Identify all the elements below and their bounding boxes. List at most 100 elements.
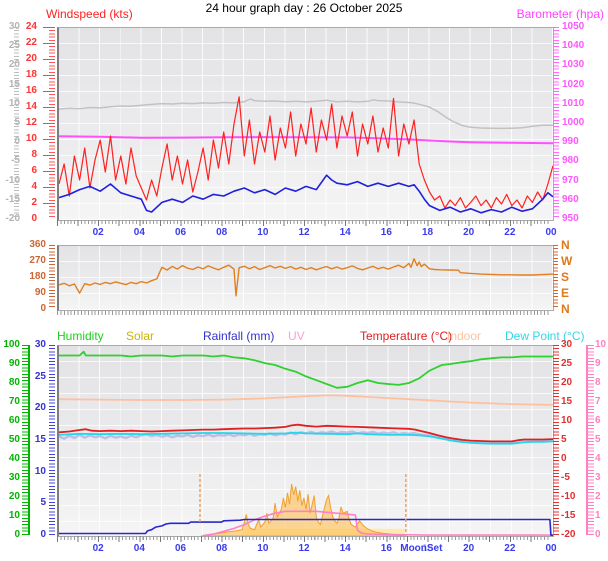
axis-tick-label: 100 xyxy=(3,339,20,350)
axis-tick-label: 8 xyxy=(595,377,601,388)
wind-direction-axis-ticks xyxy=(49,245,55,309)
series-dew-point xyxy=(59,431,553,445)
x-axis-hour-label: 14 xyxy=(339,543,351,554)
axis-tick-label: 360 xyxy=(29,239,46,250)
axis-tick-label: 20 xyxy=(34,402,46,414)
climate-chart xyxy=(57,345,554,537)
x-axis-hour-label: 18 xyxy=(421,227,434,238)
axis-tick-label: 0 xyxy=(40,528,46,540)
axis-tick-label: 60 xyxy=(8,415,20,426)
axis-tick-label: S xyxy=(561,270,570,284)
uv-axis-labels: 10 9 8 7 6 5 4 3 2 1 0 xyxy=(595,340,607,540)
series-uv xyxy=(202,510,553,536)
axis-tick-label: 1000 xyxy=(562,116,585,128)
series-pressure-gray-line xyxy=(59,98,553,130)
x-axis-hour-label: 16 xyxy=(380,543,392,554)
x-axis-hour-label: 12 xyxy=(298,227,310,238)
wind-direction-chart xyxy=(57,245,554,311)
rain-axis-labels: 30 25 20 15 10 5 0 xyxy=(30,340,46,540)
axis-tick-label: 980 xyxy=(562,155,579,167)
axis-tick-label: 18 xyxy=(25,69,37,80)
axis-tick-label: 25 xyxy=(34,370,46,382)
axis-tick-label: 1010 xyxy=(562,97,585,109)
axis-tick-label: 30 xyxy=(561,339,573,350)
axis-tick-label: 10 xyxy=(25,133,37,144)
axis-tick-label: 0 xyxy=(40,303,46,314)
bottom-x-axis-major-ticks xyxy=(57,536,551,542)
axis-tick-label: 9 xyxy=(595,358,601,369)
rain-axis-ticks xyxy=(49,345,55,535)
x-axis-hour-label: 08 xyxy=(216,227,228,238)
axis-tick-label: 12 xyxy=(25,117,37,128)
axis-tick-label: 2 xyxy=(595,491,601,502)
axis-tick-label: 1030 xyxy=(562,59,585,71)
axis-tick-label: 40 xyxy=(8,453,20,464)
axis-tick-label: 0 xyxy=(14,529,20,540)
axis-tick-label: 30 xyxy=(8,472,20,483)
axis-tick-label: 1040 xyxy=(562,40,585,52)
axis-tick-label: 20 xyxy=(561,377,573,388)
climate-plot xyxy=(59,350,553,536)
axis-tick-label: 180 xyxy=(29,271,46,282)
barometer-axis-title: Barometer (hpa) xyxy=(516,7,604,21)
axis-tick-label: 20 xyxy=(8,491,20,502)
series-indoor-temperature xyxy=(59,394,553,406)
axis-tick-label: 5 xyxy=(561,434,567,445)
series-barometer xyxy=(59,135,553,145)
mid-x-axis-ticks xyxy=(57,311,551,315)
axis-tick-label: 4 xyxy=(31,181,37,192)
x-axis-hour-label: 02 xyxy=(92,227,104,238)
x-axis-hour-label: 14 xyxy=(339,227,351,238)
temperature-axis-ticks xyxy=(553,345,559,535)
uv-axis-ticks xyxy=(586,345,594,535)
graph-title: 24 hour graph day : 26 October 2025 xyxy=(205,1,403,15)
axis-tick-label: 0 xyxy=(31,213,37,224)
windspeed-barometer-plot xyxy=(59,96,553,214)
x-axis-hour-label: 12 xyxy=(298,543,310,554)
axis-tick-label: 1020 xyxy=(562,78,585,90)
windspeed-axis-title: Windspeed (kts) xyxy=(46,7,133,21)
axis-tick-label: 90 xyxy=(34,287,46,298)
axis-tick-label: 30 xyxy=(34,339,46,350)
axis-tick-label: 0 xyxy=(595,529,601,540)
axis-tick-label: W xyxy=(561,254,573,268)
series-wind-direction xyxy=(59,258,553,297)
top-windspeed-axis-labels: 24 22 20 18 16 14 12 10 8 6 4 2 0 xyxy=(20,22,37,224)
axis-tick-label: 25 xyxy=(561,358,573,369)
axis-tick-label: 5 xyxy=(595,434,601,445)
x-axis-hour-label: 20 xyxy=(463,543,475,554)
x-axis-hour-label: 06 xyxy=(174,543,187,554)
axis-tick-label: N xyxy=(561,302,570,316)
axis-tick-label: 30 xyxy=(9,22,20,32)
axis-tick-label: 990 xyxy=(562,136,579,148)
bottom-chart-legend: Humidity Solar Rainfall (mm) UV Temperature … xyxy=(0,329,608,343)
axis-tick-label: 24 xyxy=(25,21,37,32)
x-axis-hour-label: 02 xyxy=(92,543,104,554)
x-axis-hour-label: 18 xyxy=(421,543,434,554)
axis-tick-label: -10 xyxy=(561,491,576,502)
x-axis-hour-label: 22 xyxy=(504,543,516,554)
x-axis-hour-label: 22 xyxy=(504,227,516,238)
barometer-axis-labels: 1050 1040 1030 1020 1010 1000 990 980 970 960 950 xyxy=(562,22,602,224)
wind-direction-axis-labels: 360 270 180 90 0 xyxy=(24,240,46,314)
legend-item: UV xyxy=(288,329,305,343)
legend-item: Indoor xyxy=(447,329,482,343)
axis-tick-label: 1 xyxy=(595,510,601,521)
x-axis-hour-label: 00 xyxy=(545,227,557,238)
x-axis-hour-label: 10 xyxy=(257,543,269,554)
windspeed-barometer-chart xyxy=(57,27,554,221)
axis-tick-label: 950 xyxy=(562,212,579,224)
axis-tick-label: 5 xyxy=(40,497,46,509)
axis-tick-label: 6 xyxy=(595,415,601,426)
legend-item: Humidity xyxy=(57,329,104,343)
axis-tick-label: 10 xyxy=(8,510,20,521)
axis-tick-label: 80 xyxy=(8,377,20,388)
axis-tick-label: 8 xyxy=(31,149,37,160)
axis-tick-label: N xyxy=(561,238,570,252)
axis-tick-label: 4 xyxy=(595,453,601,464)
series-rainfall xyxy=(59,518,553,536)
axis-tick-label: 15 xyxy=(561,396,573,407)
series-wind-average xyxy=(59,174,553,214)
axis-tick-label: 970 xyxy=(562,174,579,186)
